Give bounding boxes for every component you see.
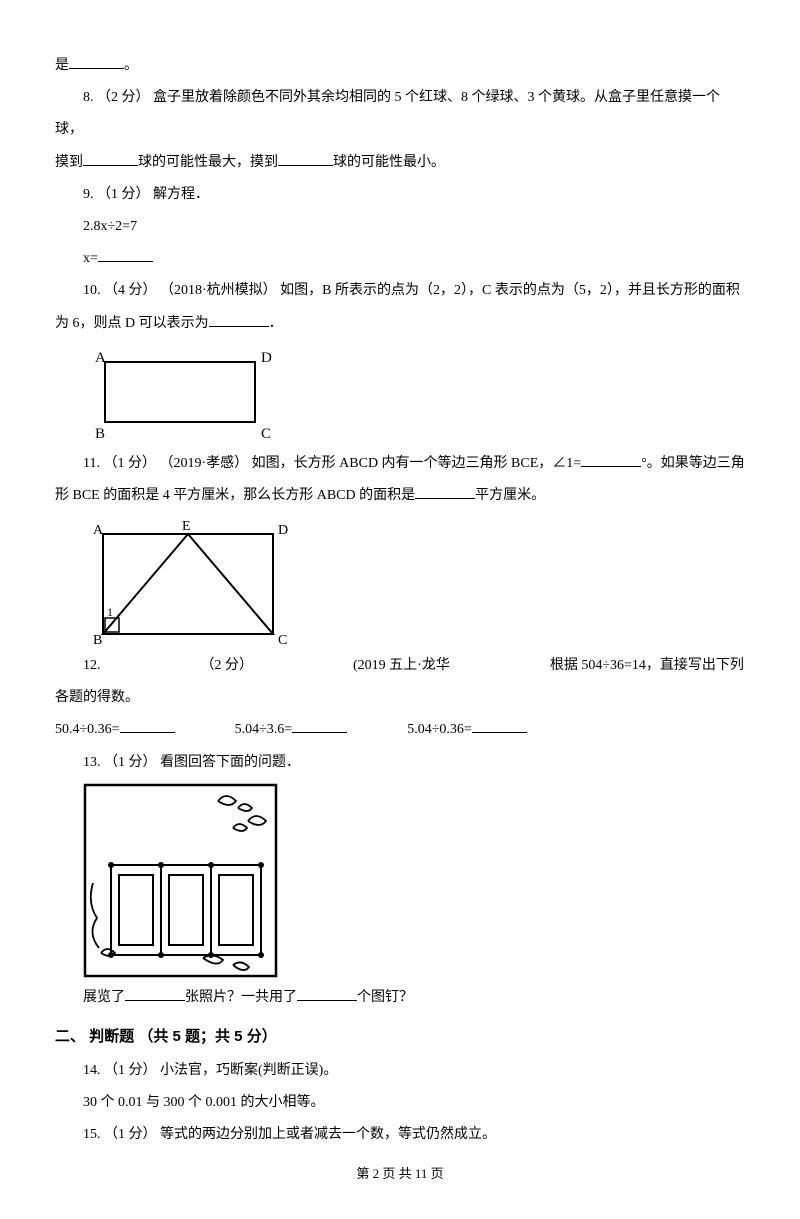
q14-title: 小法官，巧断案(判断正误)。 [157,1063,338,1078]
q11-blank1 [581,452,641,467]
q12-blank1 [120,718,175,733]
q11-t2post: 平方厘米。 [475,488,545,503]
q10-lblA: A [95,350,106,366]
q13-blank1 [125,986,185,1001]
q10-lblD: D [261,350,272,366]
q11-t2pre: 形 BCE 的面积是 4 平方厘米，那么长方形 ABCD 的面积是 [55,488,415,503]
q10-label: 10. （4 分） [83,283,157,298]
q9-eq2: x= [55,243,745,275]
q7-period: 。 [124,58,138,73]
q8-t2mid: 球的可能性最大，摸到 [138,155,278,170]
q12-points: （2 分） [201,658,254,673]
q8-t2post: 球的可能性最小。 [333,155,445,170]
section2-title: 二、 判断题 （共 5 题；共 5 分） [55,1020,745,1055]
q11-lblD: D [278,523,288,538]
q10-t2pre: 为 6，则点 D 可以表示为 [55,316,209,331]
q9-xeq: x= [83,251,98,266]
q12-eq3: 5.04÷0.36= [407,722,472,737]
q15-label: 15. （1 分） [83,1127,157,1142]
q10-text1: 如图，B 所表示的点为（2，2），C 表示的点为（5，2），并且长方形的面积 [277,283,740,298]
q12-blank3 [472,718,527,733]
q11-line1: 11. （1 分） （2019·孝感） 如图，长方形 ABCD 内有一个等边三角… [55,448,745,480]
q11-blank2 [415,484,475,499]
q13-qpost: 个图钉？ [357,990,413,1005]
q13-title: 看图回答下面的问题． [157,755,301,770]
q11-text1: 如图，长方形 ABCD 内有一个等边三角形 BCE，∠1= [248,456,581,471]
q10-line1: 10. （4 分） （2018·杭州模拟） 如图，B 所表示的点为（2，2），C… [55,275,745,307]
q8-line2: 摸到 球的可能性最大，摸到 球的可能性最小。 [55,147,745,179]
q7-prefix: 是 [55,58,69,73]
q8-label: 8. （2 分） [83,90,150,105]
q11-lblA: A [93,523,104,538]
q13-label: 13. （1 分） [83,755,157,770]
q9-line1: 9. （1 分） 解方程． [55,179,745,211]
q15-line1: 15. （1 分） 等式的两边分别加上或者减去一个数，等式仍然成立。 [55,1119,745,1151]
q10-lblC: C [261,426,271,442]
q11-lblC: C [278,633,287,646]
q9-label: 9. （1 分） [83,187,150,202]
q7-tail: 是。 [55,50,745,82]
q12-eq1: 50.4÷0.36= [55,722,120,737]
q12-line2: 50.4÷0.36= 5.04÷3.6= 5.04÷0.36= [55,714,745,746]
q10-figure: A D B C [83,344,745,444]
q11-lblB: B [93,633,102,646]
q9-blank [98,247,153,262]
q9-eq1: 2.8x÷2=7 [55,211,745,243]
q13-line1: 13. （1 分） 看图回答下面的问题． [55,747,745,779]
q13-qmid: 张照片？一共用了 [185,990,297,1005]
q12-line1: 12.（2 分）(2019 五上·龙华根据 504÷36=14，直接写出下列各题… [55,650,745,714]
q10-lblB: B [95,426,105,442]
q8-blank2 [278,151,333,166]
q11-lblE: E [182,519,191,534]
q11-line2: 形 BCE 的面积是 4 平方厘米，那么长方形 ABCD 的面积是 平方厘米。 [55,480,745,512]
q12-source: (2019 五上·龙华 [353,658,450,673]
q8-line1: 8. （2 分） 盒子里放着除颜色不同外其余均相同的 5 个红球、8 个绿球、3… [55,82,745,146]
q11-text1post: °。如果等边三角 [641,456,745,471]
q11-source: （2019·孝感） [156,456,248,471]
q12-eq2: 5.04÷3.6= [235,722,293,737]
q10-line2: 为 6，则点 D 可以表示为 ． [55,308,745,340]
q14-label: 14. （1 分） [83,1063,157,1078]
q12-label: 12. [83,658,101,673]
q13-question: 展览了 张照片？一共用了 个图钉？ [55,982,745,1014]
q12-blank2 [292,718,347,733]
q11-figure: A E D B C 1 [83,516,745,646]
q10-blank [209,312,269,327]
page-content: 是。 8. （2 分） 盒子里放着除颜色不同外其余均相同的 5 个红球、8 个绿… [0,0,800,1219]
q9-title: 解方程． [150,187,210,202]
q14-line1: 14. （1 分） 小法官，巧断案(判断正误)。 [55,1055,745,1087]
q15-text: 等式的两边分别加上或者减去一个数，等式仍然成立。 [157,1127,497,1142]
q10-source: （2018·杭州模拟） [157,283,277,298]
q11-angle1: 1 [107,605,113,619]
q13-blank2 [297,986,357,1001]
q7-blank [69,54,124,69]
q13-qpre: 展览了 [83,990,125,1005]
page-footer: 第 2 页 共 11 页 [55,1159,745,1189]
q13-figure [83,783,745,978]
q11-label: 11. （1 分） [83,456,156,471]
q8-text1: 盒子里放着除颜色不同外其余均相同的 5 个红球、8 个绿球、3 个黄球。从盒子里… [55,90,720,137]
q8-t2pre: 摸到 [55,155,83,170]
q8-blank1 [83,151,138,166]
q10-t2post: ． [269,316,283,331]
q14-line2: 30 个 0.01 与 300 个 0.001 的大小相等。 [55,1087,745,1119]
